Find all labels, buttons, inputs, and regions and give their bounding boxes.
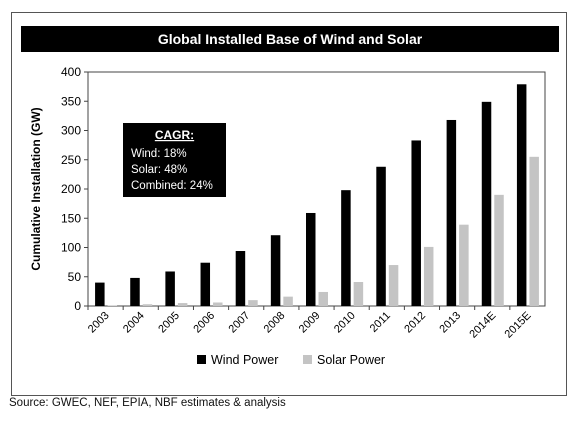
x-tick-label: 2004 — [121, 310, 147, 336]
legend-solar-label: Solar Power — [317, 353, 385, 367]
bar-solar-2004 — [142, 304, 153, 306]
x-tick-label: 2013 — [437, 310, 463, 336]
x-tick-label: 2003 — [86, 310, 112, 336]
bar-wind-2003 — [95, 282, 105, 306]
legend-wind-label: Wind Power — [211, 353, 278, 367]
bar-solar-2006 — [213, 302, 223, 306]
cagr-box — [123, 123, 226, 197]
source-note: Source: GWEC, NEF, EPIA, NBF estimates &… — [9, 397, 286, 409]
bar-solar-2010 — [353, 282, 364, 306]
chart-title: Global Installed Base of Wind and Solar — [21, 26, 559, 52]
y-tick-label: 0 — [74, 299, 81, 313]
x-tick-label: 2011 — [368, 310, 393, 335]
bar-solar-2011 — [388, 265, 399, 306]
y-tick-label: 250 — [61, 153, 81, 167]
bar-wind-2012 — [411, 140, 421, 306]
bar-solar-2014e — [494, 194, 504, 306]
chart-frame: Global Installed Base of Wind and Solar — [11, 12, 567, 396]
bar-solar-2015e — [529, 156, 539, 306]
bar-solar-2009 — [318, 291, 328, 306]
bar-wind-2011 — [376, 166, 386, 306]
bar-wind-2013 — [446, 119, 457, 306]
bar-solar-2008 — [283, 296, 293, 306]
cagr-line: Wind: 18% — [131, 148, 187, 160]
bar-wind-2004 — [130, 277, 140, 306]
cagr-line: Solar: 48% — [131, 164, 187, 176]
x-tick-label: 2010 — [332, 310, 358, 336]
legend-wind-swatch — [197, 355, 206, 364]
y-tick-label: 50 — [68, 270, 82, 284]
y-tick-label: 150 — [61, 211, 81, 225]
y-tick-label: 100 — [61, 241, 81, 255]
bar-solar-2013 — [459, 224, 469, 306]
y-tick-label: 400 — [61, 65, 81, 79]
x-tick-label: 2015E — [503, 310, 534, 341]
bar-solar-2005 — [177, 303, 188, 306]
x-tick-label: 2008 — [262, 310, 288, 336]
x-tick-label: 2006 — [191, 310, 217, 336]
x-tick-label: 2007 — [227, 310, 253, 336]
bar-solar-2007 — [248, 300, 258, 306]
bar-wind-2005 — [165, 271, 175, 306]
bar-wind-2014e — [481, 101, 492, 307]
bar-wind-2015e — [516, 84, 527, 306]
bar-solar-2012 — [423, 246, 434, 306]
y-axis-title: Cumulative Installation (GW) — [29, 107, 43, 270]
cagr-title: CAGR: — [155, 128, 194, 142]
bar-wind-2010 — [341, 190, 351, 306]
x-tick-label: 2012 — [402, 310, 428, 336]
legend-solar-swatch — [303, 355, 312, 364]
bar-wind-2007 — [235, 251, 246, 306]
bar-wind-2006 — [200, 262, 211, 306]
x-tick-label: 2005 — [156, 310, 182, 336]
x-tick-label: 2014E — [467, 310, 498, 341]
bar-wind-2009 — [306, 212, 316, 306]
bar-solar-2003 — [107, 305, 118, 306]
cagr-line: Combined: 24% — [131, 180, 213, 192]
x-tick-label: 2009 — [297, 310, 323, 336]
bar-wind-2008 — [270, 235, 281, 306]
y-tick-label: 300 — [61, 124, 81, 138]
y-tick-label: 200 — [61, 182, 81, 196]
y-tick-label: 350 — [61, 94, 81, 108]
